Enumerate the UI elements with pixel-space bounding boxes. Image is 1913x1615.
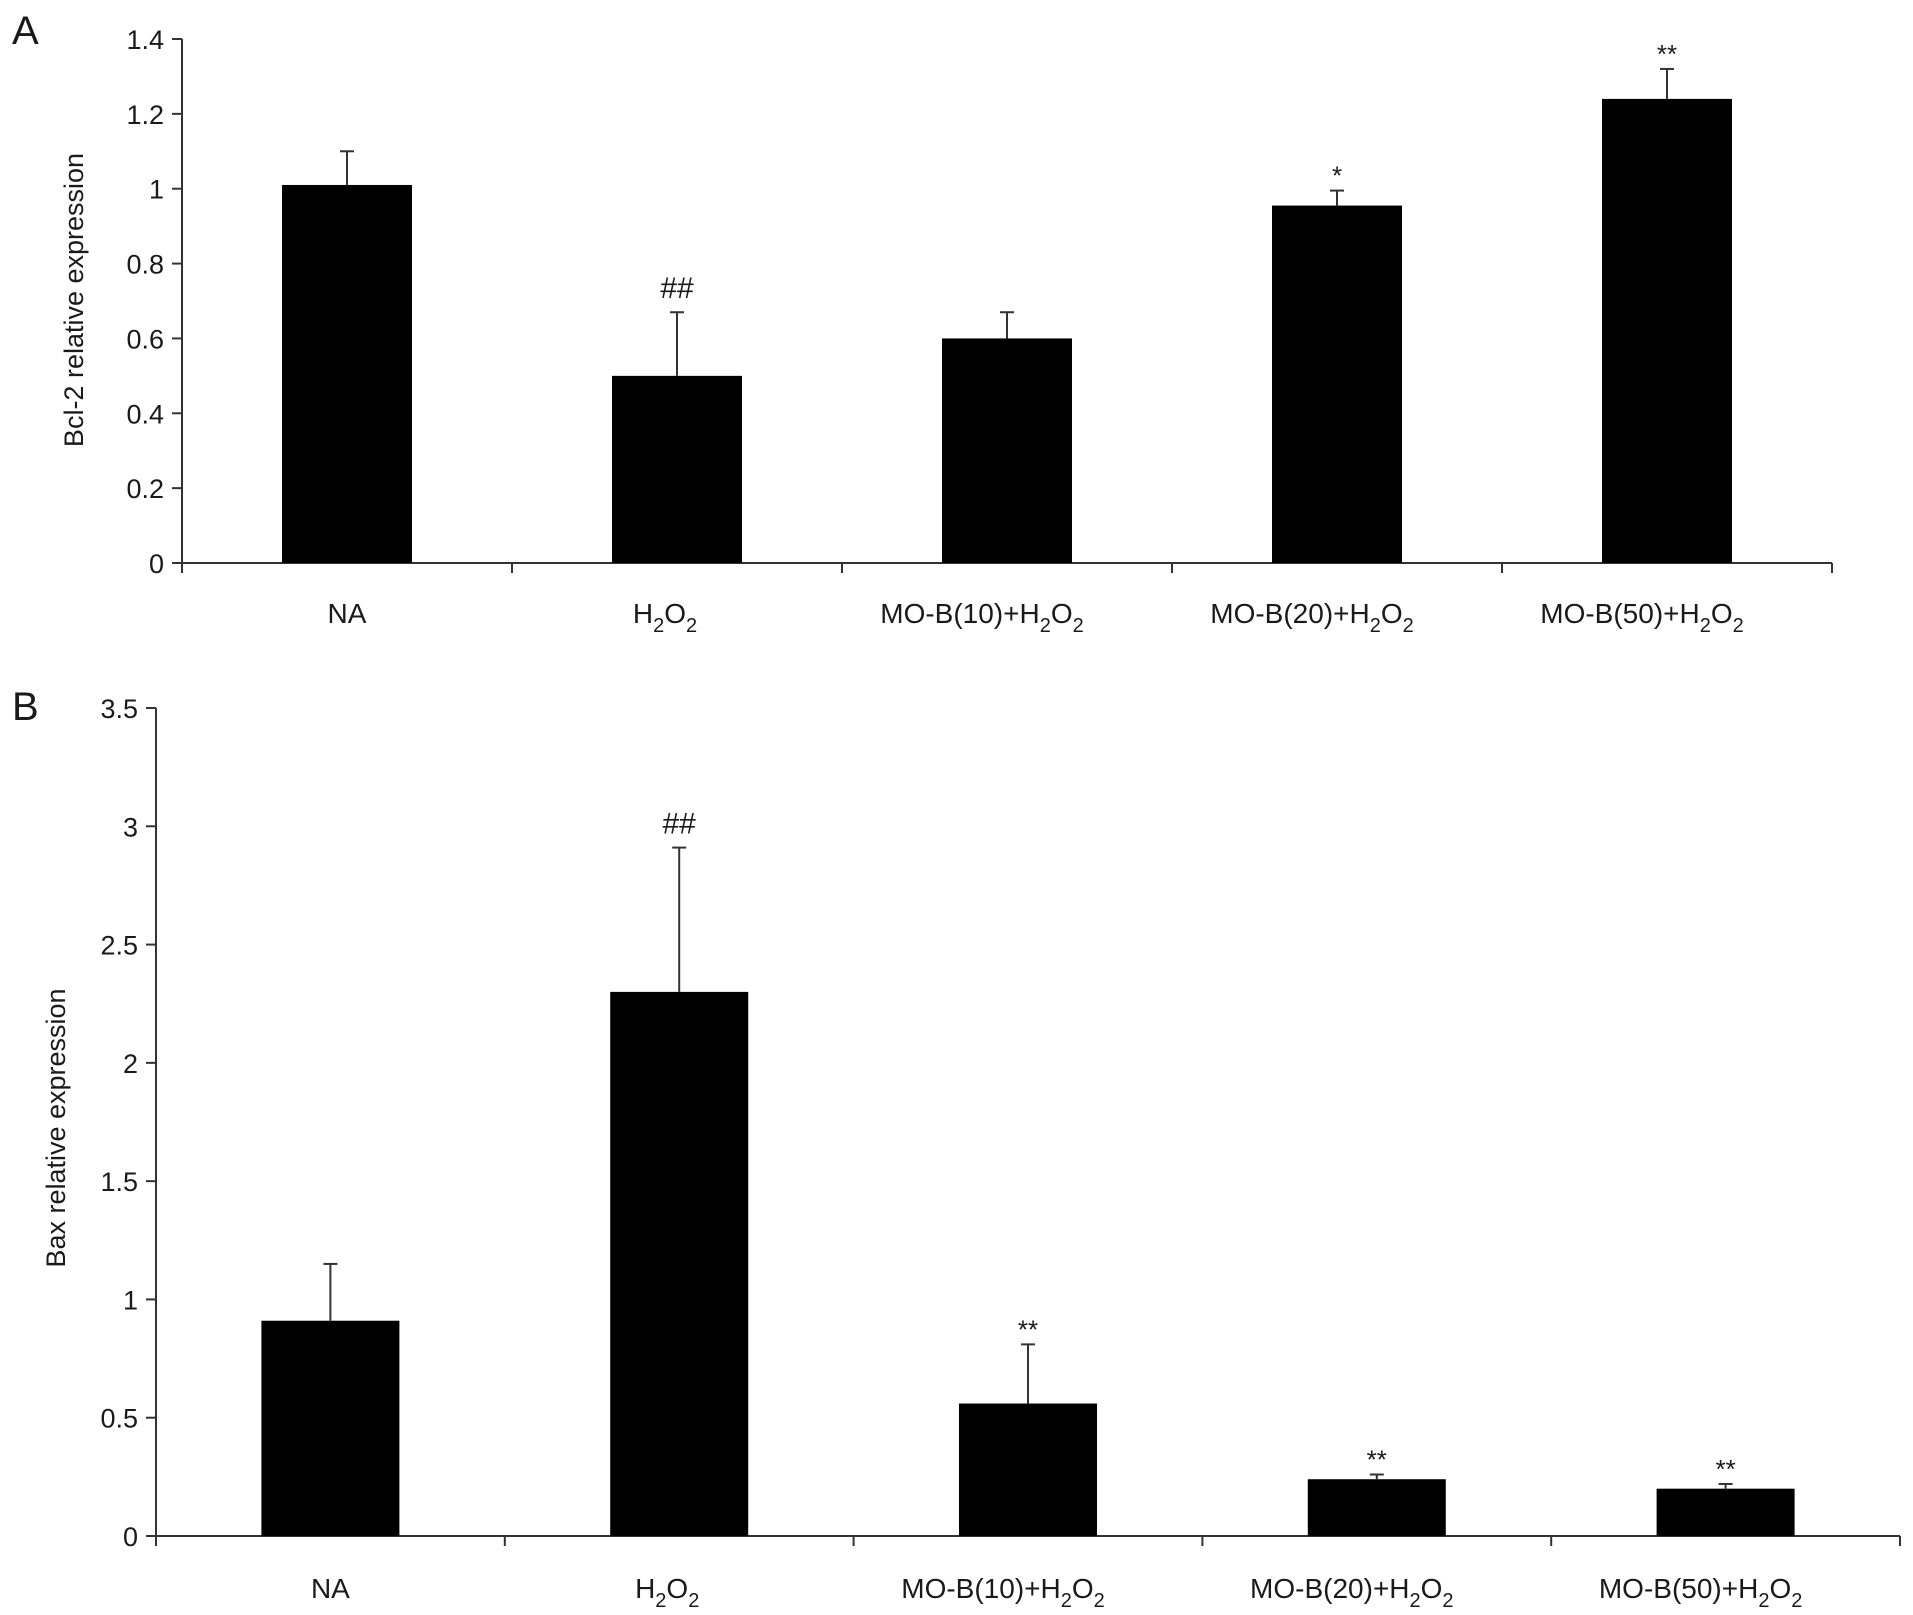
y-axis-label-a: Bcl-2 relative expression — [59, 153, 89, 447]
y-tick-label-a: 1.2 — [126, 100, 164, 130]
bar-b — [610, 991, 749, 1536]
y-tick-label-a: 0.6 — [126, 324, 164, 354]
significance-marker-a: ## — [660, 272, 694, 305]
category-label-b: MO-B(50)+H2O2 — [1599, 1573, 1803, 1612]
category-label-a: NA — [328, 598, 367, 629]
y-tick-label-a: 1.4 — [126, 25, 164, 55]
chart-panel-b: B Bax relative expression 0 0.5 1 1.5 2 2.5 3 3… — [12, 685, 1901, 1612]
panel-letter-b: B — [12, 685, 39, 729]
y-tick-label-a: 0.8 — [126, 250, 164, 280]
category-label-b: NA — [311, 1573, 350, 1604]
chart-panel-a: A Bcl-2 relative expression 0 0.2 0.4 0.6 0.… — [12, 9, 1833, 637]
bar-a — [942, 338, 1072, 563]
y-tick-label-b: 1 — [123, 1285, 138, 1315]
y-tick-label-b: 2.5 — [100, 931, 138, 961]
bar-a — [282, 184, 412, 563]
category-label-a: MO-B(10)+H2O2 — [880, 598, 1084, 637]
panel-letter-a: A — [12, 9, 39, 53]
y-tick-label-b: 3 — [123, 812, 138, 842]
bar-b — [959, 1403, 1097, 1536]
category-label-b: H2O2 — [635, 1573, 699, 1612]
significance-marker-b: ## — [663, 808, 697, 841]
category-label-a: H2O2 — [633, 598, 697, 637]
bar-b — [1656, 1488, 1795, 1536]
y-tick-label-b: 3.5 — [100, 694, 138, 724]
y-tick-label-a: 1 — [149, 175, 164, 205]
category-label-a: MO-B(50)+H2O2 — [1540, 598, 1744, 637]
bar-a — [1272, 205, 1402, 564]
category-label-a: MO-B(20)+H2O2 — [1210, 598, 1414, 637]
bar-a — [612, 375, 742, 563]
y-tick-label-b: 2 — [123, 1049, 138, 1079]
category-label-b: MO-B(10)+H2O2 — [901, 1573, 1105, 1612]
y-tick-label-b: 1.5 — [100, 1167, 138, 1197]
y-tick-label-a: 0 — [149, 549, 164, 579]
category-label-b: MO-B(20)+H2O2 — [1250, 1573, 1454, 1612]
y-tick-label-a: 0.2 — [126, 474, 164, 504]
bar-a — [1602, 98, 1732, 563]
y-tick-label-b: 0 — [123, 1522, 138, 1552]
significance-marker-b: ** — [1018, 1314, 1038, 1344]
y-tick-label-a: 0.4 — [126, 399, 164, 429]
y-axis-label-b: Bax relative expression — [41, 988, 71, 1267]
bar-b — [1307, 1479, 1446, 1536]
significance-marker-b: ** — [1367, 1444, 1387, 1474]
significance-marker-a: ** — [1657, 39, 1677, 69]
significance-marker-b: ** — [1715, 1454, 1735, 1484]
y-tick-label-b: 0.5 — [100, 1404, 138, 1434]
significance-marker-a: * — [1332, 161, 1342, 191]
bar-b — [261, 1320, 400, 1536]
